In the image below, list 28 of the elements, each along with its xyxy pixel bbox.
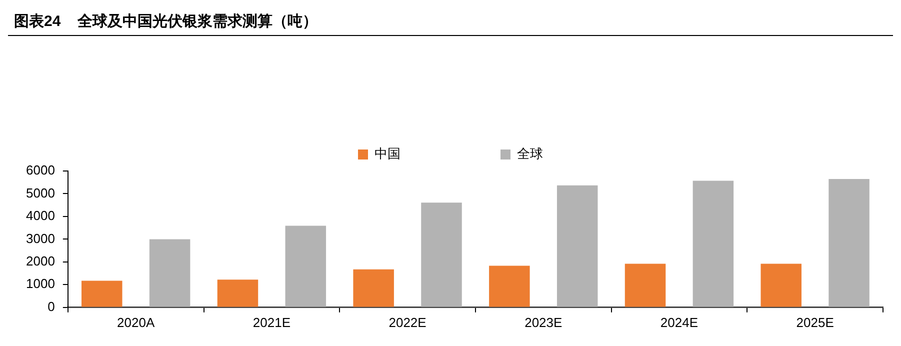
chart-title: 图表24 全球及中国光伏银浆需求测算（吨） [8, 8, 893, 36]
bar [556, 185, 598, 307]
y-tick-label: 3000 [26, 230, 55, 246]
bar [828, 178, 870, 307]
x-tick-label: 2023E [524, 314, 563, 330]
bar [353, 269, 394, 307]
legend-label: 全球 [517, 146, 543, 162]
y-tick-label: 0 [48, 298, 55, 314]
x-tick-label: 2024E [660, 314, 698, 330]
bar [489, 266, 530, 307]
y-tick-label: 2000 [26, 254, 55, 269]
bar [285, 226, 326, 307]
bar [149, 239, 190, 307]
x-tick-label: 2025E [796, 314, 834, 330]
y-tick-label: 4000 [26, 208, 55, 224]
legend-label: 中国 [374, 146, 400, 162]
x-tick-label: 2021E [252, 314, 291, 330]
bar [760, 264, 802, 307]
x-tick-label: 2022E [388, 314, 427, 330]
y-tick-label: 5000 [26, 185, 55, 200]
bar [421, 202, 462, 307]
bar [217, 280, 258, 307]
bar [692, 180, 734, 307]
bar [82, 280, 122, 307]
bar [624, 264, 666, 307]
y-tick-label: 1000 [26, 276, 55, 292]
y-tick-label: 6000 [26, 162, 55, 178]
x-tick-label: 2020A [117, 314, 155, 330]
